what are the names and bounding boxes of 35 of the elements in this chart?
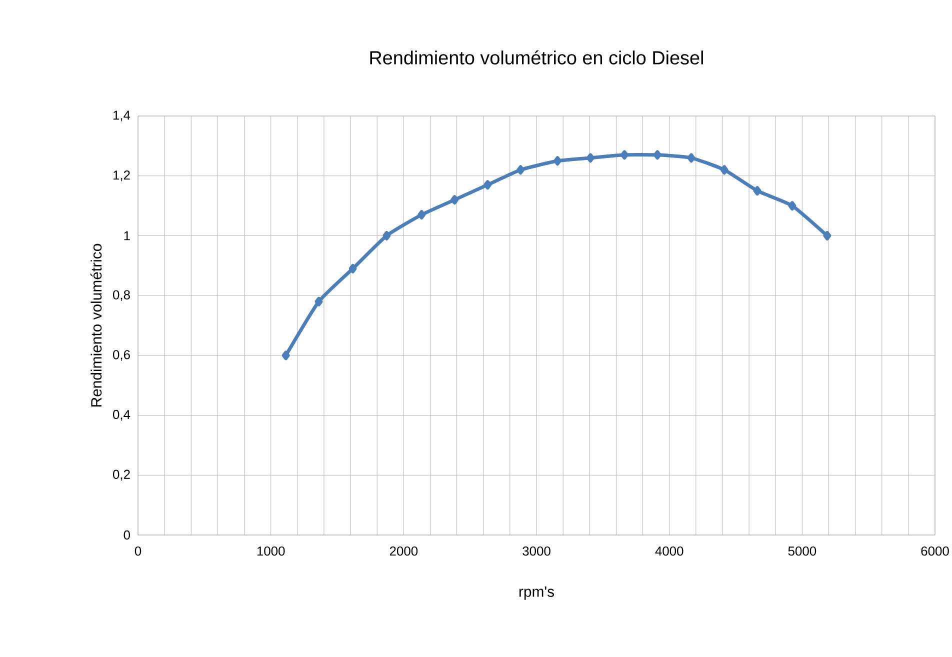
x-tick-label: 1000	[257, 546, 285, 556]
point	[554, 156, 562, 166]
point	[687, 153, 696, 163]
point	[586, 153, 594, 163]
x-tick-label: 4000	[655, 546, 684, 556]
y-tick-label: 0,2	[112, 470, 130, 480]
point	[720, 165, 728, 175]
point	[653, 150, 662, 160]
point	[382, 230, 391, 240]
x-tick-label: 0	[134, 546, 142, 556]
point	[516, 165, 525, 175]
chart-title: Rendimiento volumétrico en ciclo Diesel	[370, 50, 703, 64]
point	[620, 150, 628, 160]
y-tick-label: 0,4	[112, 410, 130, 421]
point	[418, 210, 426, 220]
y-tick-label: 0,8	[112, 290, 130, 301]
y-tick-label: 0	[124, 530, 130, 540]
y-tick-label: 0,6	[112, 350, 130, 361]
point	[314, 296, 323, 306]
point	[788, 201, 796, 211]
point	[450, 195, 459, 205]
x-axis-title: rpm's	[519, 586, 554, 600]
x-tick-label: 2000	[390, 546, 418, 556]
x-tick-label: 3000	[522, 546, 550, 556]
y-tick-label: 1,4	[113, 110, 130, 122]
point	[484, 180, 492, 190]
y-tick-label: 1,2	[113, 170, 130, 182]
point	[823, 230, 832, 240]
point	[753, 186, 762, 196]
y-axis-title: Rendimiento volumétrico	[90, 244, 102, 407]
x-tick-label: 6000	[921, 546, 949, 556]
x-tick-label: 5000	[788, 546, 816, 556]
y-tick-label: 1	[124, 231, 130, 240]
point	[348, 264, 357, 274]
point	[282, 350, 290, 360]
